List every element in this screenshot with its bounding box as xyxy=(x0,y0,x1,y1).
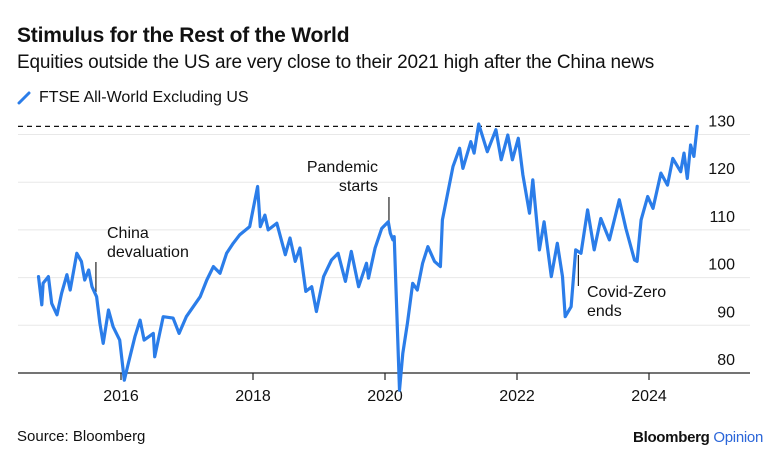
annotation-text: devaluation xyxy=(107,244,189,261)
annotation-text: Covid-Zero xyxy=(587,284,666,301)
y-tick-label: 120 xyxy=(708,161,735,178)
logo-product: Opinion xyxy=(713,429,763,446)
logo-brand: Bloomberg xyxy=(633,429,710,446)
annotation-text: ends xyxy=(587,303,622,320)
chart-subtitle: Equities outside the US are very close t… xyxy=(17,52,655,73)
legend-line-icon xyxy=(17,91,31,105)
y-tick-label: 130 xyxy=(708,114,735,131)
source-note: Source: Bloomberg xyxy=(17,428,146,445)
y-tick-label: 80 xyxy=(717,352,735,369)
series-line-ftse-all-world-ex-us xyxy=(36,122,699,392)
annotation-text: Pandemic xyxy=(307,159,378,176)
x-tick-label: 2018 xyxy=(235,388,271,405)
annotation-text: China xyxy=(107,225,149,242)
x-tick-label: 2016 xyxy=(103,388,139,405)
y-tick-label: 110 xyxy=(709,209,735,226)
legend-label: FTSE All-World Excluding US xyxy=(39,89,249,106)
y-tick-label: 100 xyxy=(708,257,735,274)
annotation-text: starts xyxy=(339,178,378,195)
legend: FTSE All-World Excluding US xyxy=(17,89,249,107)
bloomberg-opinion-logo: Bloomberg Opinion xyxy=(633,429,763,446)
x-tick-label: 2022 xyxy=(499,388,535,405)
x-tick-label: 2020 xyxy=(367,388,403,405)
x-tick-label: 2024 xyxy=(631,388,667,405)
y-tick-label: 90 xyxy=(717,304,735,321)
chart-title: Stimulus for the Rest of the World xyxy=(17,24,350,47)
